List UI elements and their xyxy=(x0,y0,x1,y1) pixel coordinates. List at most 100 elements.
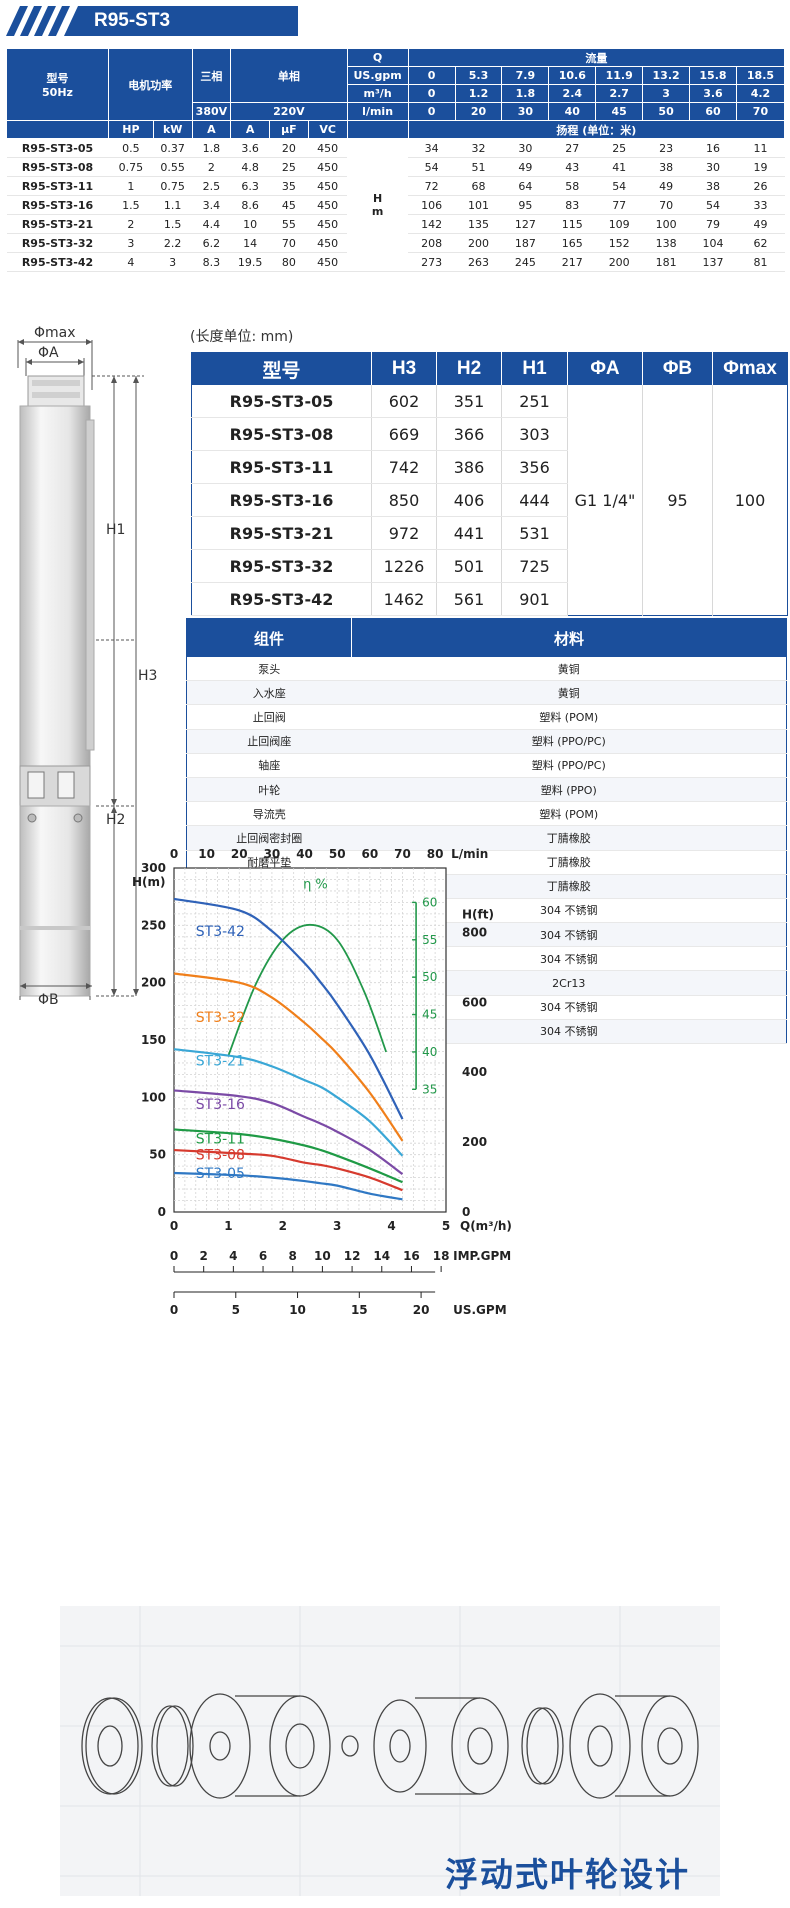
spec-cell: 450 xyxy=(308,233,348,253)
top-tick-label: 70 xyxy=(394,847,411,861)
model-cell: R95-ST3-05 xyxy=(6,138,109,158)
impeller-parts-icon xyxy=(81,1693,699,1799)
head-cell: 152 xyxy=(595,233,643,253)
series-line-st3-11 xyxy=(173,1128,403,1184)
head-header: 扬程 (单位：米) xyxy=(407,120,786,139)
y-tick-label: 50 xyxy=(149,1148,166,1162)
component-cell: 止回阀座 xyxy=(186,729,352,754)
ft-tick-label: 0 xyxy=(462,1205,470,1219)
spec-cell: 4.4 xyxy=(192,214,231,234)
material-cell: 丁腈橡胶 xyxy=(351,825,787,851)
spec-cell: 10 xyxy=(230,214,270,234)
material-cell: 黄铜 xyxy=(351,657,787,682)
dim-cell: 1462 xyxy=(371,582,437,616)
table-row: R95-ST3-21 2 1.5 4.4 10 55 450 142 135 127 115 109 1… xyxy=(6,214,785,234)
h3-label: H3 xyxy=(138,668,158,684)
head-cell: 187 xyxy=(501,233,549,253)
head-cell: 95 xyxy=(501,195,549,215)
performance-table: 型号 50Hz 电机功率 三相 单相 Q 流量 US.gpm 0 5.3 7.9 10.… xyxy=(6,48,786,272)
head-cell: 70 xyxy=(642,195,690,215)
sub-header: A xyxy=(230,120,271,139)
table-row: R95-ST3-16 850 406 444 xyxy=(191,483,788,517)
head-cell: 138 xyxy=(642,233,690,253)
head-cell: 49 xyxy=(501,157,549,177)
flow-lmin-cell: 30 xyxy=(501,102,550,121)
flow-m3h-cell: 3.6 xyxy=(689,84,737,103)
model-cell: R95-ST3-16 xyxy=(191,483,372,517)
flow-m3h-cell: 4.2 xyxy=(735,84,786,103)
dim-cell: 366 xyxy=(436,417,502,451)
flow-gpm-cell: 5.3 xyxy=(454,66,503,85)
phia-value: G1 1/4" xyxy=(567,385,643,616)
imp-gpm-tick-label: 16 xyxy=(403,1249,420,1263)
title-stripes-icon xyxy=(6,6,298,36)
table-row: 入水座 黄铜 xyxy=(186,680,787,706)
table-row: R95-ST3-08 669 366 303 xyxy=(191,417,788,451)
head-cell: 200 xyxy=(595,252,643,272)
sub-header: kW xyxy=(152,120,193,139)
efficiency-label: η % xyxy=(303,878,328,893)
spec-cell: 70 xyxy=(269,233,309,253)
series-label-st3-16: ST3-16 xyxy=(196,1097,245,1113)
phib-value: 95 xyxy=(642,385,713,616)
imp-gpm-tick-label: 4 xyxy=(229,1249,237,1263)
efficiency-tick-label: 35 xyxy=(422,1082,437,1096)
table-row: R95-ST3-08 0.75 0.55 2 4.8 25 450 54 51 49 43 41 38 3… xyxy=(6,157,785,177)
sub-header: VC xyxy=(307,120,348,139)
three-phase-header: 三相 xyxy=(191,48,232,103)
material-cell: 塑料 (POM) xyxy=(351,704,787,730)
head-cell: 16 xyxy=(689,138,737,158)
series-label-st3-21: ST3-21 xyxy=(196,1054,245,1070)
head-cell: 19 xyxy=(736,157,785,177)
spec-cell: 25 xyxy=(269,157,309,177)
model-cell: R95-ST3-11 xyxy=(191,450,372,484)
head-cell: 30 xyxy=(501,138,549,158)
spec-cell: 0.55 xyxy=(153,157,193,177)
head-cell: 100 xyxy=(642,214,690,234)
unit-gpm: US.gpm xyxy=(346,66,409,85)
y-tick-label: 300 xyxy=(141,861,166,875)
unit-lmin: l/min xyxy=(346,102,409,121)
spec-cell: 6.2 xyxy=(192,233,231,253)
flow-header: 流量 xyxy=(407,48,786,67)
efficiency-tick-label: 60 xyxy=(422,895,437,909)
efficiency-tick-label: 50 xyxy=(422,970,437,984)
efficiency-tick-label: 40 xyxy=(422,1045,437,1059)
head-cell: 208 xyxy=(408,233,456,253)
top-tick-label: 10 xyxy=(198,847,215,861)
flow-gpm-cell: 13.2 xyxy=(642,66,691,85)
flow-lmin-cell: 40 xyxy=(548,102,597,121)
imp-gpm-label: IMP.GPM xyxy=(453,1249,511,1263)
top-tick-label: 60 xyxy=(361,847,378,861)
spec-cell: 19.5 xyxy=(230,252,270,272)
table-row: 止回阀 塑料 (POM) xyxy=(186,704,787,730)
unit-m3h: m³/h xyxy=(346,84,409,103)
x-tick-label: 4 xyxy=(387,1219,395,1233)
dimension-table: 型号 H3 H2 H1 ΦA ΦB Φmax R95-ST3-05 602 351 2… xyxy=(191,352,788,616)
title-bar: R95-ST3 xyxy=(6,6,298,36)
spec-cell: 20 xyxy=(269,138,309,158)
head-cell: 263 xyxy=(455,252,502,272)
dim-cell: 972 xyxy=(371,516,437,550)
h2-label: H2 xyxy=(106,812,126,828)
y-axis-label: H(m) xyxy=(132,875,166,889)
table-row: 轴座 塑料 (PPO/PC) xyxy=(186,753,787,778)
table-row: R95-ST3-42 1462 561 901 xyxy=(191,582,788,616)
head-cell: 54 xyxy=(595,176,643,196)
spec-cell: 2 xyxy=(192,157,231,177)
head-cell: 41 xyxy=(595,157,643,177)
dim-cell: 602 xyxy=(371,385,437,418)
dim-cell: 441 xyxy=(436,516,502,550)
series-line-st3-16 xyxy=(173,1089,404,1176)
spec-cell: 45 xyxy=(269,195,309,215)
y-tick-label: 100 xyxy=(141,1090,166,1104)
spec-cell: 3.6 xyxy=(230,138,270,158)
top-tick-label: 50 xyxy=(329,847,346,861)
x-axis-label: Q(m³/h) xyxy=(460,1219,512,1233)
imp-gpm-tick-label: 0 xyxy=(170,1249,178,1263)
material-cell: 黄铜 xyxy=(351,680,787,706)
spec-cell: 4.8 xyxy=(230,157,270,177)
ft-tick-label: 400 xyxy=(462,1065,487,1079)
head-cell: 38 xyxy=(689,176,737,196)
dim-cell: 303 xyxy=(501,417,568,451)
